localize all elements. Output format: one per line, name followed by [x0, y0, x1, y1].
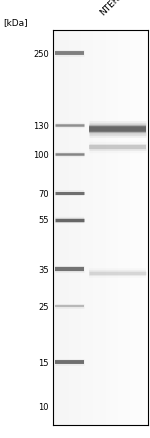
Text: 25: 25 [38, 302, 49, 311]
Text: 35: 35 [38, 265, 49, 274]
Text: [kDa]: [kDa] [3, 18, 28, 28]
Text: 15: 15 [38, 358, 49, 367]
Text: 10: 10 [38, 403, 49, 412]
Text: NTERA-2: NTERA-2 [99, 0, 132, 18]
Text: 100: 100 [33, 150, 49, 159]
Text: 130: 130 [33, 121, 49, 131]
Text: 250: 250 [33, 50, 49, 59]
Text: 70: 70 [38, 189, 49, 198]
Text: 55: 55 [38, 215, 49, 225]
